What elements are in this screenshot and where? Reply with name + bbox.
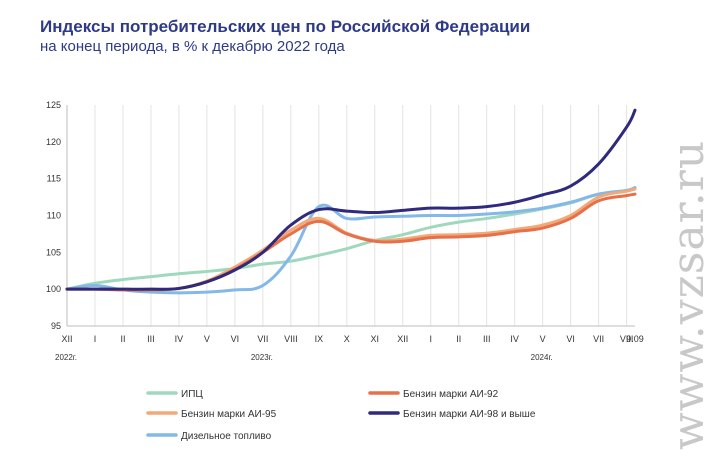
chart-subtitle: на конец периода, в % к декабрю 2022 год… [40, 38, 345, 55]
x-tick-label: V [204, 334, 210, 344]
legend-label: Бензин марки АИ-98 и выше [403, 409, 536, 420]
x-tick-label: XII [61, 334, 72, 344]
x-tick-label: VII [593, 334, 604, 344]
y-tick-label: 120 [46, 137, 61, 147]
y-tick-label: 100 [46, 284, 61, 294]
x-tick-label: V [540, 334, 546, 344]
x-tick-label: IX [315, 334, 324, 344]
x-tick-label: VI [231, 334, 240, 344]
series-line [65, 108, 637, 291]
year-label: 2023г. [251, 353, 273, 362]
legend-label: Дизельное топливо [181, 431, 272, 442]
x-tick-label: II [456, 334, 461, 344]
chart-title: Индексы потребительских цен по Российско… [40, 17, 531, 36]
y-tick-label: 110 [47, 211, 61, 221]
x-tick-label: I [429, 334, 432, 344]
legend-label: Бензин марки АИ-95 [181, 409, 277, 420]
series-line [65, 186, 637, 295]
x-tick-label: II [120, 334, 125, 344]
x-tick-label: VIII [284, 334, 298, 344]
x-tick-label: VIII [620, 334, 634, 344]
y-tick-label: 105 [46, 247, 61, 257]
year-label: 2024г. [531, 353, 553, 362]
x-tick-label: 9.09 [626, 334, 644, 344]
x-tick-label: VII [257, 334, 268, 344]
x-tick-label: IV [175, 334, 184, 344]
x-tick-label: III [483, 334, 491, 344]
legend-label: ИПЦ [181, 389, 203, 400]
y-tick-label: 125 [46, 100, 61, 110]
x-tick-label: XII [397, 334, 408, 344]
y-tick-label: 95 [51, 321, 61, 331]
x-tick-label: III [147, 334, 155, 344]
x-tick-label: VI [566, 334, 575, 344]
x-tick-label: IV [510, 334, 519, 344]
year-label: 2022г. [55, 353, 77, 362]
x-tick-label: X [344, 334, 350, 344]
series-line [65, 187, 637, 291]
y-tick-label: 115 [47, 174, 61, 184]
x-tick-label: XI [371, 334, 380, 344]
x-tick-label: I [94, 334, 97, 344]
series-line [65, 187, 637, 292]
legend-label: Бензин марки АИ-92 [403, 389, 499, 400]
